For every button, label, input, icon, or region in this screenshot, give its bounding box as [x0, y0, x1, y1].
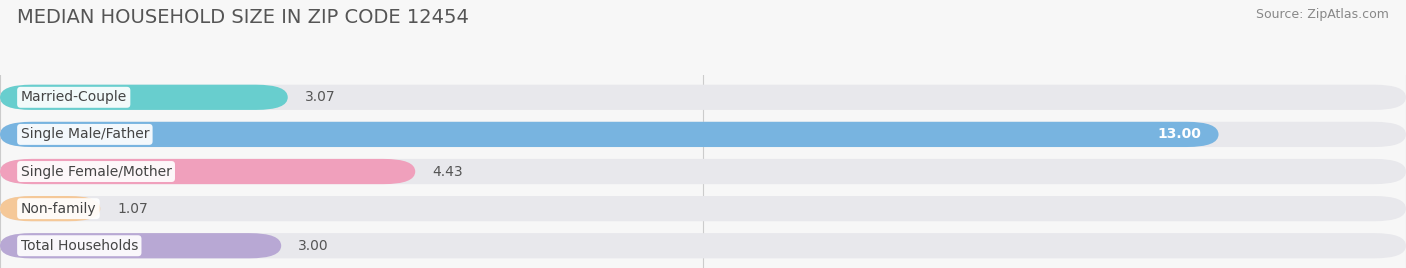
Text: 1.07: 1.07: [117, 202, 148, 216]
FancyBboxPatch shape: [0, 85, 1406, 110]
FancyBboxPatch shape: [0, 233, 1406, 258]
FancyBboxPatch shape: [0, 85, 288, 110]
Text: Non-family: Non-family: [21, 202, 96, 216]
FancyBboxPatch shape: [0, 196, 1406, 221]
Text: Single Male/Father: Single Male/Father: [21, 127, 149, 142]
FancyBboxPatch shape: [0, 122, 1219, 147]
FancyBboxPatch shape: [0, 159, 1406, 184]
Text: 3.00: 3.00: [298, 239, 329, 253]
Text: MEDIAN HOUSEHOLD SIZE IN ZIP CODE 12454: MEDIAN HOUSEHOLD SIZE IN ZIP CODE 12454: [17, 8, 468, 27]
Text: 13.00: 13.00: [1157, 127, 1202, 142]
Text: Source: ZipAtlas.com: Source: ZipAtlas.com: [1256, 8, 1389, 21]
Text: Married-Couple: Married-Couple: [21, 90, 127, 104]
FancyBboxPatch shape: [0, 196, 100, 221]
FancyBboxPatch shape: [0, 159, 415, 184]
Text: Single Female/Mother: Single Female/Mother: [21, 165, 172, 178]
Text: 4.43: 4.43: [432, 165, 463, 178]
Text: Total Households: Total Households: [21, 239, 138, 253]
FancyBboxPatch shape: [0, 122, 1406, 147]
Text: 3.07: 3.07: [305, 90, 335, 104]
FancyBboxPatch shape: [0, 233, 281, 258]
